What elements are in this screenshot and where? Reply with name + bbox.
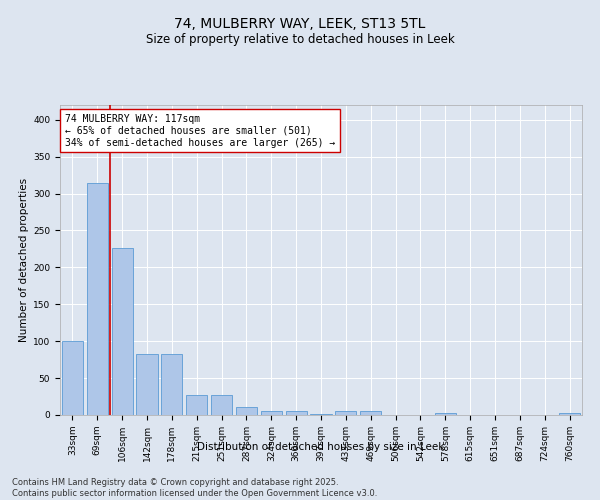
Bar [559, 413, 580, 415]
Y-axis label: Number of detached properties: Number of detached properties [19, 178, 29, 342]
Bar [186, 395, 207, 415]
Bar [360, 410, 381, 415]
Bar [236, 407, 257, 415]
Bar [310, 414, 332, 415]
Bar [435, 413, 456, 415]
Bar [112, 248, 133, 415]
Bar [286, 412, 307, 415]
Bar [261, 412, 282, 415]
Bar [335, 412, 356, 415]
Bar [211, 395, 232, 415]
Text: Distribution of detached houses by size in Leek: Distribution of detached houses by size … [197, 442, 445, 452]
Bar [136, 354, 158, 415]
Text: 74, MULBERRY WAY, LEEK, ST13 5TL: 74, MULBERRY WAY, LEEK, ST13 5TL [175, 18, 425, 32]
Text: 74 MULBERRY WAY: 117sqm
← 65% of detached houses are smaller (501)
34% of semi-d: 74 MULBERRY WAY: 117sqm ← 65% of detache… [65, 114, 335, 148]
Text: Contains HM Land Registry data © Crown copyright and database right 2025.
Contai: Contains HM Land Registry data © Crown c… [12, 478, 377, 498]
Bar [62, 341, 83, 415]
Text: Size of property relative to detached houses in Leek: Size of property relative to detached ho… [146, 32, 454, 46]
Bar [87, 182, 108, 415]
Bar [161, 354, 182, 415]
